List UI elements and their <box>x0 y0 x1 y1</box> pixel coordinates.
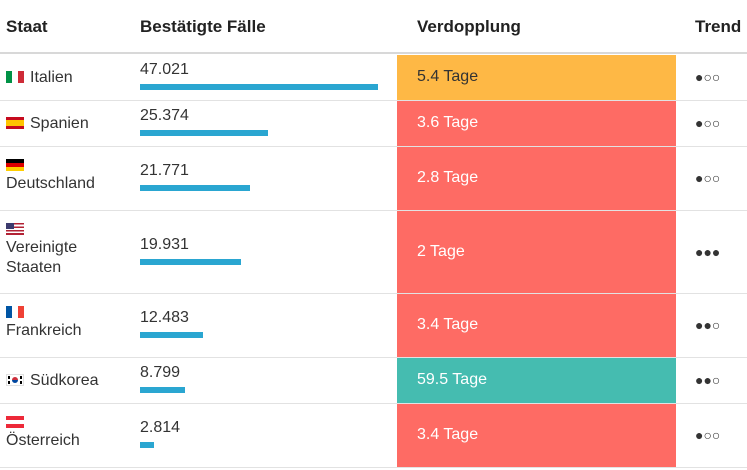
country-name: Österreich <box>6 432 80 449</box>
cases-value: 25.374 <box>140 107 189 124</box>
cases-bar <box>140 84 378 90</box>
cases-bar <box>140 130 268 136</box>
italy-flag-icon <box>6 71 24 83</box>
cases-value: 2.814 <box>140 419 181 436</box>
country-name: Südkorea <box>30 372 99 389</box>
cases-value: 21.771 <box>140 162 189 179</box>
cases-value: 8.799 <box>140 364 181 381</box>
spain-flag-icon <box>6 117 24 129</box>
cases-value: 19.931 <box>140 235 189 253</box>
germany-flag-icon <box>6 159 24 171</box>
usa-flag-icon <box>6 223 24 235</box>
table-row: Südkorea 8.799 59.5 Tage ●●○ <box>0 358 747 404</box>
cases-bar <box>140 442 154 448</box>
doubling-value: 3.4 Tage <box>417 316 479 333</box>
doubling-cell: 59.5 Tage <box>397 358 676 403</box>
column-header-staat: Staat <box>6 17 48 36</box>
doubling-value: 59.5 Tage <box>417 371 487 388</box>
country-name: Italien <box>30 69 73 86</box>
table-header: Staat Bestätigte Fälle Verdopplung Trend <box>0 0 747 54</box>
table-row: Frankreich 12.483 3.4 Tage ●●○ <box>0 294 747 358</box>
doubling-cell: 3.6 Tage <box>397 101 676 146</box>
trend-indicator: ●●○ <box>695 317 721 333</box>
column-header-doubling: Verdopplung <box>417 17 521 36</box>
cases-value: 12.483 <box>140 309 189 326</box>
doubling-cell: 5.4 Tage <box>397 55 676 100</box>
cases-bar <box>140 332 203 338</box>
cases-bar <box>140 387 185 393</box>
austria-flag-icon <box>6 416 24 428</box>
table-row: Deutschland 21.771 2.8 Tage ●○○ <box>0 147 747 211</box>
doubling-value: 5.4 Tage <box>417 68 479 85</box>
doubling-value: 2 Tage <box>417 242 465 260</box>
column-header-cases: Bestätigte Fälle <box>140 17 266 36</box>
country-name: Frankreich <box>6 322 82 339</box>
country-name: Spanien <box>30 115 89 132</box>
trend-indicator: ●○○ <box>695 427 721 443</box>
table-row: Vereinigte Staaten 19.931 2 Tage ●●● <box>0 211 747 294</box>
trend-indicator: ●●● <box>695 243 721 260</box>
column-header-trend: Trend <box>695 17 742 36</box>
trend-indicator: ●●○ <box>695 372 721 388</box>
cases-value: 47.021 <box>140 61 189 78</box>
country-name: Deutschland <box>6 175 95 192</box>
trend-indicator: ●○○ <box>695 115 721 131</box>
trend-indicator: ●○○ <box>695 69 721 85</box>
doubling-value: 3.4 Tage <box>417 426 479 443</box>
table-row: Italien 47.021 5.4 Tage ●○○ <box>0 55 747 101</box>
doubling-value: 2.8 Tage <box>417 169 479 186</box>
france-flag-icon <box>6 306 24 318</box>
cases-bar <box>140 258 241 265</box>
doubling-cell: 2.8 Tage <box>397 147 676 210</box>
doubling-cell: 3.4 Tage <box>397 404 676 467</box>
cases-bar <box>140 185 250 191</box>
doubling-cell: 2 Tage <box>397 211 676 293</box>
table-row: Spanien 25.374 3.6 Tage ●○○ <box>0 101 747 147</box>
trend-indicator: ●○○ <box>695 170 721 186</box>
table-row: Österreich 2.814 3.4 Tage ●○○ <box>0 404 747 468</box>
doubling-value: 3.6 Tage <box>417 114 479 131</box>
doubling-cell: 3.4 Tage <box>397 294 676 357</box>
country-name: Vereinigte Staaten <box>6 239 78 276</box>
south-korea-flag-icon <box>6 374 24 386</box>
